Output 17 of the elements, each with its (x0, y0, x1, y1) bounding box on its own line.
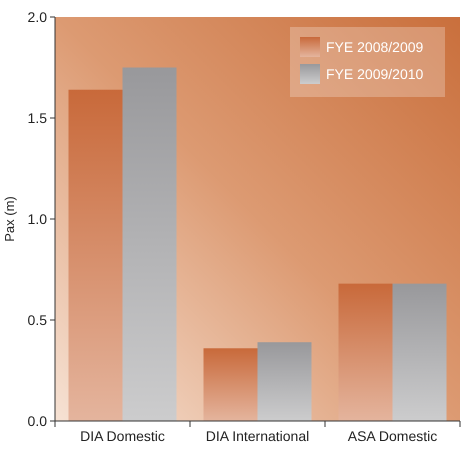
bar (68, 90, 122, 421)
bar (258, 342, 312, 421)
bar (122, 68, 176, 421)
y-tick-label: 0.5 (28, 312, 48, 328)
y-axis-title: Pax (m) (2, 196, 17, 242)
x-tick-label: ASA Domestic (348, 428, 438, 444)
y-tick-label: 1.0 (28, 210, 48, 227)
legend-label: FYE 2008/2009 (326, 38, 424, 55)
x-tick-label: DIA International (206, 428, 310, 444)
bar (338, 284, 392, 421)
y-tick-label: 1.5 (28, 110, 48, 126)
bar (204, 348, 258, 421)
y-tick-label: 2.0 (28, 8, 48, 25)
bar (392, 284, 446, 421)
y-tick-label: 0.0 (28, 412, 48, 429)
x-tick-label: DIA Domestic (80, 428, 165, 444)
legend-label: FYE 2009/2010 (326, 66, 424, 82)
